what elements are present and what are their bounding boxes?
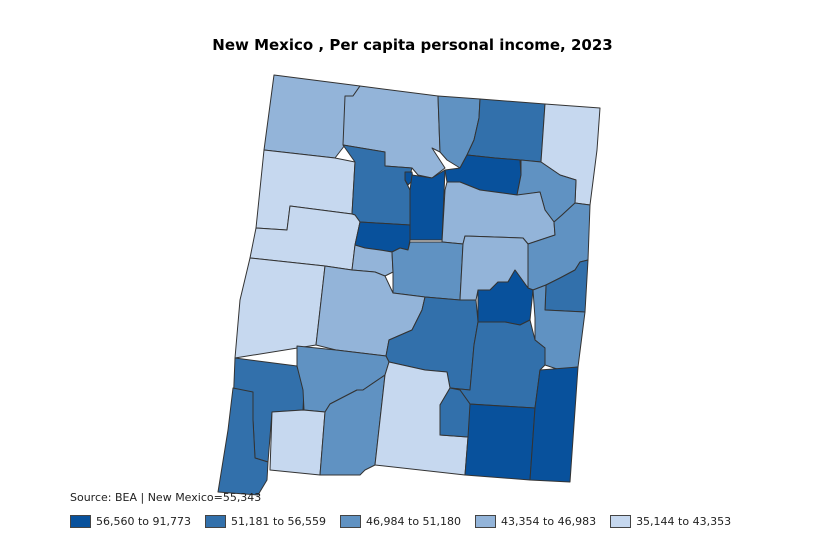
- legend-swatch: [340, 515, 362, 528]
- legend-label: 56,560 to 91,773: [96, 515, 192, 528]
- legend-item-bin-2: 51,181 to 56,559: [205, 515, 326, 528]
- county-eddy[interactable]: [464, 403, 536, 481]
- legend: 56,560 to 91,773 51,181 to 56,559 46,984…: [70, 515, 731, 528]
- legend-label: 51,181 to 56,559: [231, 515, 327, 528]
- legend-item-bin-4: 43,354 to 46,983: [475, 515, 596, 528]
- legend-swatch: [205, 515, 227, 528]
- county-torrance[interactable]: [391, 241, 464, 301]
- map-title: New Mexico , Per capita personal income,…: [212, 36, 613, 54]
- county-lea[interactable]: [529, 366, 579, 483]
- legend-item-bin-1: 56,560 to 91,773: [70, 515, 191, 528]
- legend-item-bin-5: 35,144 to 43,353: [610, 515, 731, 528]
- county-catron[interactable]: [234, 257, 326, 359]
- legend-item-bin-3: 46,984 to 51,180: [340, 515, 461, 528]
- legend-label: 43,354 to 46,983: [501, 515, 597, 528]
- source-note: Source: BEA | New Mexico=55,343: [70, 491, 262, 504]
- legend-label: 35,144 to 43,353: [636, 515, 732, 528]
- county-rio-arriba[interactable]: [342, 85, 446, 179]
- legend-swatch: [70, 515, 91, 528]
- county-dona-ana[interactable]: [319, 374, 386, 476]
- legend-swatch: [610, 515, 632, 528]
- legend-label: 46,984 to 51,180: [366, 515, 462, 528]
- legend-swatch: [475, 515, 497, 528]
- county-hidalgo[interactable]: [217, 387, 269, 496]
- county-santa-fe[interactable]: [409, 169, 446, 241]
- county-luna[interactable]: [269, 409, 326, 476]
- county-lincoln-south[interactable]: [439, 387, 471, 438]
